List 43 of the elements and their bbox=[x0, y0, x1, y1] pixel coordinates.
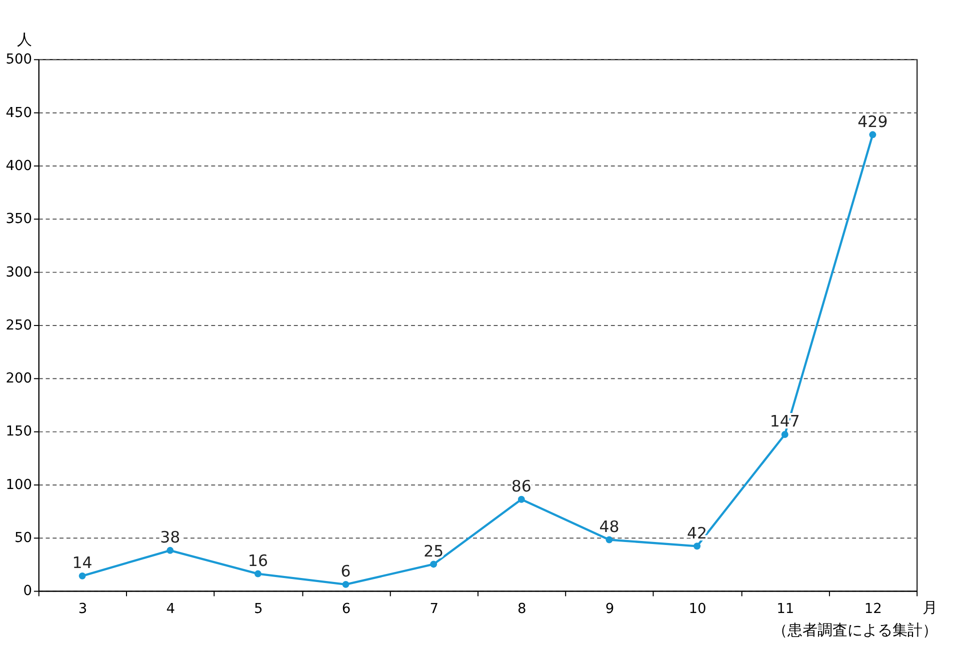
point bbox=[430, 560, 438, 568]
y-tick-label: 50 bbox=[14, 530, 32, 546]
y-tick-label: 150 bbox=[6, 424, 32, 440]
x-tick-label: 6 bbox=[342, 600, 351, 617]
point bbox=[78, 572, 86, 580]
y-tick-label: 0 bbox=[23, 583, 32, 600]
point bbox=[166, 546, 174, 554]
y-tick-label: 250 bbox=[6, 317, 32, 334]
point bbox=[694, 542, 701, 550]
data-label: 38 bbox=[160, 528, 180, 547]
data-label: 86 bbox=[511, 476, 532, 496]
x-tick-label: 8 bbox=[518, 600, 526, 617]
x-tick-label: 11 bbox=[776, 600, 794, 617]
y-tick-label: 300 bbox=[6, 264, 32, 280]
data-label: 14 bbox=[72, 553, 92, 572]
data-label: 42 bbox=[687, 523, 708, 542]
x-tick-label: 7 bbox=[430, 600, 438, 617]
y-tick-label: 500 bbox=[6, 52, 32, 68]
data-label: 16 bbox=[248, 550, 268, 570]
data-label: 6 bbox=[340, 562, 351, 581]
x-tick-label: 10 bbox=[688, 600, 706, 617]
data-label: 429 bbox=[858, 112, 888, 131]
x-axis-title: 月 bbox=[922, 599, 938, 616]
text: （患者調査による集計） bbox=[772, 622, 938, 640]
point bbox=[518, 496, 525, 503]
data-label: 25 bbox=[424, 541, 444, 560]
x-tick-label: 4 bbox=[166, 600, 175, 617]
x-tick-label: 9 bbox=[605, 600, 614, 617]
point bbox=[781, 431, 788, 438]
y-tick-label: 200 bbox=[6, 370, 32, 387]
x-tick-label: 3 bbox=[78, 600, 88, 617]
y-tick-label: 450 bbox=[6, 104, 32, 121]
y-axis-title: 人 bbox=[17, 31, 32, 48]
point bbox=[606, 536, 613, 544]
point bbox=[254, 570, 262, 578]
point bbox=[342, 580, 350, 588]
y-tick-label: 400 bbox=[6, 158, 32, 174]
y-tick-label: 100 bbox=[6, 476, 32, 493]
point bbox=[869, 131, 876, 138]
x-tick-label: 12 bbox=[864, 600, 882, 617]
data-label: 48 bbox=[599, 516, 620, 536]
y-tick-label: 350 bbox=[6, 211, 32, 228]
x-tick-label: 5 bbox=[254, 600, 263, 617]
